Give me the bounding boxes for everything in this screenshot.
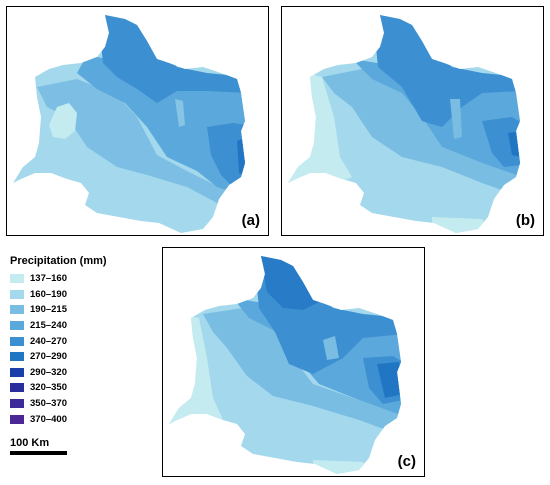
legend-swatch (10, 274, 24, 284)
legend-swatch (10, 336, 24, 346)
legend-label: 350–370 (30, 398, 67, 410)
zone-inlet (175, 99, 185, 127)
legend-item: 290–320 (10, 365, 160, 381)
panel-label-a: (a) (241, 212, 260, 229)
legend-item: 190–215 (10, 302, 160, 318)
legend-label: 137–160 (30, 273, 67, 285)
legend-title: Precipitation (mm) (10, 255, 107, 267)
legend-swatch (10, 305, 24, 315)
legend-item: 240–270 (10, 333, 160, 349)
precipitation-map-b (288, 15, 520, 233)
zone-240-270 (372, 15, 520, 127)
zone-240-270-east (207, 123, 245, 187)
legend-item: 370–400 (10, 411, 160, 427)
zone-190-215 (322, 69, 520, 197)
legend-swatch (10, 321, 24, 331)
zone-240-270 (97, 15, 245, 103)
panel-label-c: (c) (397, 453, 416, 470)
scale-bar: 100 Km (10, 437, 67, 455)
precipitation-legend: Precipitation (mm) 137–160 160–190 190–215… (10, 255, 160, 427)
zone-270-290-north (259, 256, 323, 310)
precipitation-map-a (13, 15, 245, 233)
zone-190-215 (37, 79, 245, 233)
legend-item: 320–350 (10, 380, 160, 396)
legend-swatch (10, 414, 24, 424)
legend-label: 240–270 (30, 335, 67, 347)
legend-item: 215–240 (10, 318, 160, 334)
zone-inlet (323, 336, 339, 360)
legend-swatch (10, 367, 24, 377)
scale-bar-line (10, 451, 67, 455)
zone-270-290 (377, 362, 401, 398)
legend-item: 350–370 (10, 396, 160, 412)
legend-swatch (10, 352, 24, 362)
legend-label: 290–320 (30, 366, 67, 378)
legend-label: 370–400 (30, 413, 67, 425)
panel-label-b: (b) (515, 212, 535, 229)
map-panel-c: (c) (162, 247, 425, 477)
scale-bar-label: 100 Km (10, 437, 50, 449)
legend-swatch (10, 399, 24, 409)
legend-label: 270–290 (30, 351, 67, 363)
precipitation-map-c (169, 256, 401, 474)
zone-inlet (450, 99, 462, 139)
legend-item: 270–290 (10, 349, 160, 365)
map-panel-a: (a) (6, 6, 269, 236)
legend-label: 320–350 (30, 382, 67, 394)
legend-item: 137–160 (10, 271, 160, 287)
legend-label: 190–215 (30, 304, 67, 316)
zone-137-160 (49, 103, 77, 139)
legend-label: 160–190 (30, 288, 67, 300)
zone-190-215 (203, 308, 401, 436)
legend-swatch (10, 383, 24, 393)
legend-label: 215–240 (30, 320, 67, 332)
legend-items: 137–160 160–190 190–215 215–240 240–270 270–2… (10, 271, 160, 427)
legend-item: 160–190 (10, 287, 160, 303)
map-panel-b: (b) (281, 6, 544, 236)
legend-swatch (10, 289, 24, 299)
